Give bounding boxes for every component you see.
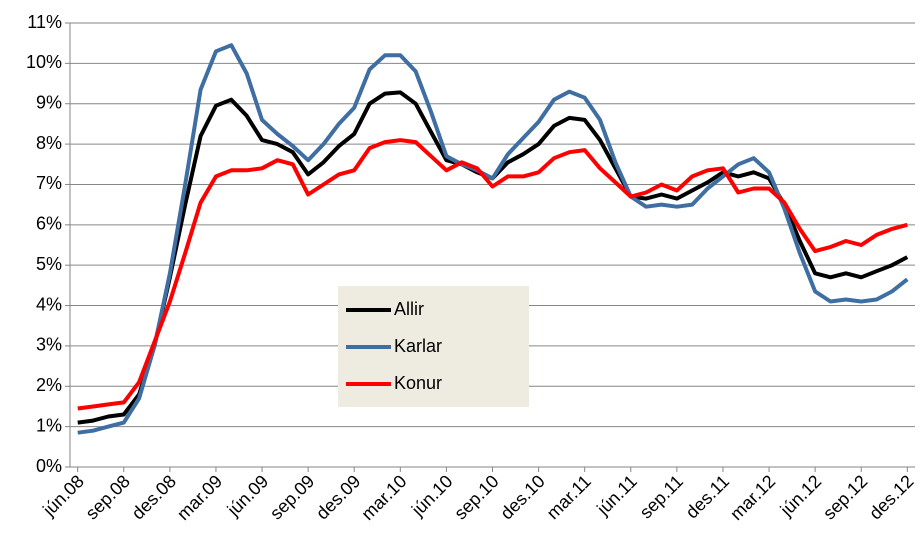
y-tick-label: 9% [36,92,62,112]
x-tick-label: des.11 [682,471,733,522]
y-tick-label: 3% [36,335,62,355]
series-line [77,43,909,435]
legend-label: Karlar [394,336,442,356]
x-tick-label: mar.09 [173,471,226,524]
x-tick-label: sep.09 [266,471,318,523]
y-tick-label: 6% [36,214,62,234]
y-tick-label: 2% [36,375,62,395]
y-tick-label: 5% [36,254,62,274]
x-tick-label: mar.10 [357,471,410,524]
x-tick-label: jún.09 [223,471,273,521]
x-tick-label: des.12 [865,471,917,523]
x-tick-label: sep.11 [636,471,687,522]
x-tick-label: jún.08 [38,471,88,521]
series-line [77,138,908,411]
y-tick-label: 0% [36,456,62,476]
x-tick-label: sep.08 [82,471,134,523]
x-tick-label: jún.11 [592,471,641,520]
y-tick-label: 4% [36,294,62,314]
x-tick-label: jún.10 [407,471,457,521]
x-tick-label: des.10 [496,471,548,523]
y-tick-label: 10% [26,52,62,72]
legend-label: Konur [394,373,442,393]
y-tick-label: 1% [36,415,62,435]
y-tick-label: 7% [36,173,62,193]
x-tick-label: des.09 [312,471,364,523]
legend-label: Allir [394,299,424,319]
x-tick-label: mar.12 [726,471,779,524]
x-tick-label: mar.11 [543,471,595,523]
y-tick-label: 8% [36,133,62,153]
x-tick-label: jún.12 [776,471,826,521]
x-tick-label: des.08 [128,471,180,523]
x-tick-label: sep.12 [819,471,871,523]
y-tick-label: 11% [27,12,62,32]
x-tick-label: sep.10 [450,471,502,523]
